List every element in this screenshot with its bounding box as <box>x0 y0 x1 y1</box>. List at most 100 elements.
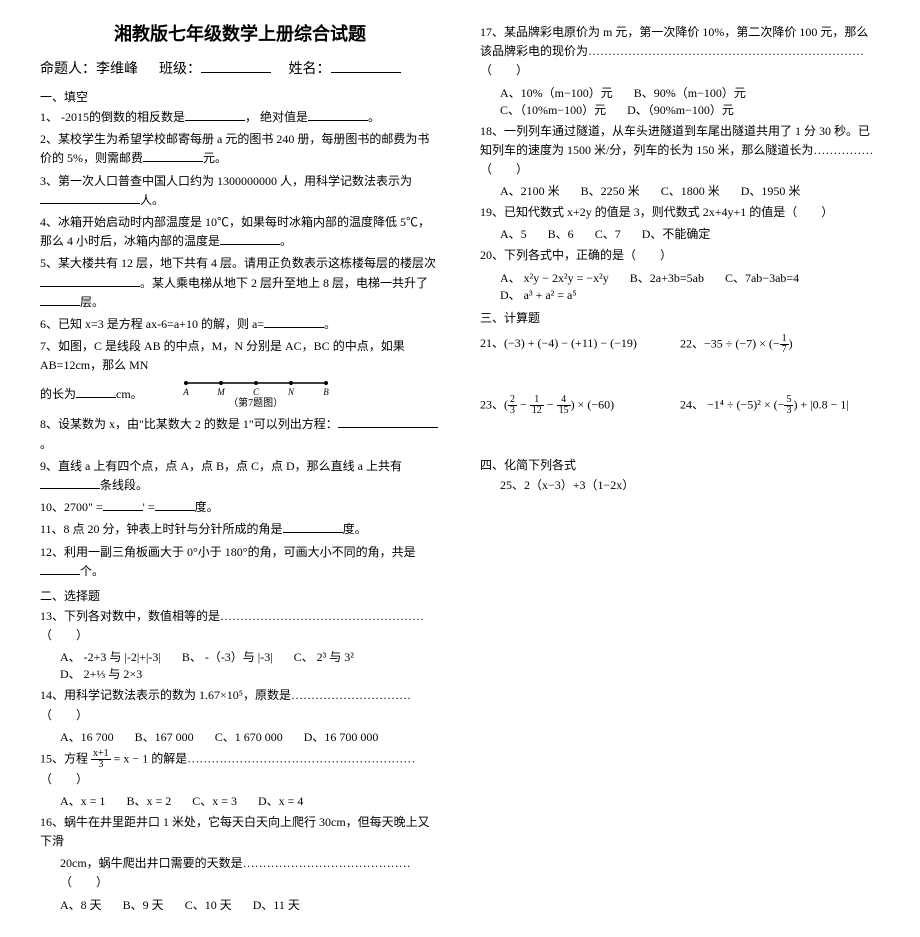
q16-opt-a: A、8 天 <box>60 896 102 913</box>
q11-text-a: 11、8 点 20 分，钟表上时针与分针所成的角是 <box>40 522 283 536</box>
q13-opt-c: C、 2³ 与 3² <box>294 648 354 665</box>
q2-text-b: 元。 <box>203 151 227 165</box>
q19-opt-d: D、不能确定 <box>642 225 711 242</box>
fig-label-c: C <box>253 387 260 396</box>
q19-opt-c: C、7 <box>595 225 621 242</box>
q20-opt-d: D、 a³ + a² = a⁵ <box>500 286 577 303</box>
q18-text: 18、一列列车通过隧道，从车头进隧道到车尾出隧道共用了 1 分 30 秒。已知列… <box>480 122 880 180</box>
q17-opt-c: C、（10%m−100）元 <box>500 101 606 118</box>
q15-opt-a: A、x = 1 <box>60 792 105 809</box>
name-blank <box>331 58 401 73</box>
q14-opt-b: B、167 000 <box>135 728 194 745</box>
q20-opt-b: B、2a+3b=5ab <box>630 269 704 286</box>
q7-figure: A M C N B （第7题图） <box>176 378 336 412</box>
q14-text: 14、用科学记数法表示的数为 1.67×10⁵，原数是…………………………（ ） <box>40 686 440 724</box>
q10-text-c: 度。 <box>195 500 219 514</box>
q21-text: 21、(−3) + (−4) − (+11) − (−19) <box>480 334 680 355</box>
q5-blank-2 <box>40 294 80 306</box>
exam-title: 湘教版七年级数学上册综合试题 <box>40 20 440 46</box>
q18-opt-a: A、2100 米 <box>500 182 560 199</box>
q17-text: 17、某品牌彩电原价为 m 元，第一次降价 10%，第二次降价 100 元，那么… <box>480 23 880 81</box>
q14-opt-d: D、16 700 000 <box>304 728 379 745</box>
q13-opt-d: D、 2+⅓ 与 2×3 <box>60 665 142 682</box>
section-2-heading: 二、选择题 <box>40 587 440 604</box>
q18-opt-c: C、1800 米 <box>661 182 720 199</box>
q16-opt-b: B、9 天 <box>123 896 164 913</box>
q1-text-a: 1、 -2015的倒数的相反数是 <box>40 110 185 124</box>
q18-opt-d: D、1950 米 <box>741 182 801 199</box>
q1-blank-1 <box>185 109 245 121</box>
q19-text: 19、已知代数式 x+2y 的值是 3，则代数式 2x+4y+1 的值是（ ） <box>480 203 880 222</box>
q17-opt-b: B、90%（m−100）元 <box>634 84 746 101</box>
q15-fraction: x+13 <box>91 749 111 770</box>
q13-text: 13、下列各对数中，数值相等的是……………………………………………（ ） <box>40 607 440 645</box>
q9-text-b: 条线段。 <box>100 478 148 492</box>
q10-blank-1 <box>103 499 143 511</box>
fig-label-a: A <box>182 387 189 396</box>
q3-text-a: 3、第一次人口普查中国人口约为 1300000000 人，用科学记数法表示为 <box>40 174 412 188</box>
q14-opt-c: C、1 670 000 <box>215 728 283 745</box>
q15-text-a: 15、方程 <box>40 751 91 765</box>
q22: 22、−35 ÷ (−7) × (−17) <box>680 334 880 355</box>
q2-text-a: 2、某校学生为希望学校邮寄每册 a 元的图书 240 册，每册图书的邮费为书价的… <box>40 132 429 165</box>
q6-text-a: 6、已知 x=3 是方程 ax-6=a+10 的解，则 a= <box>40 317 264 331</box>
q12-text-b: 个。 <box>80 564 104 578</box>
q8-blank <box>338 417 438 429</box>
q7-text-a: 7、如图，C 是线段 AB 的中点，M，N 分别是 AC，BC 的中点，如果 A… <box>40 339 405 372</box>
q1-text-c: 。 <box>368 110 380 124</box>
section-1-heading: 一、填空 <box>40 88 440 105</box>
q16-text-a: 16、蜗牛在井里距井口 1 米处，它每天白天向上爬行 30cm，但每天晚上又下滑 <box>40 813 440 851</box>
fig-label-n: N <box>287 387 295 396</box>
q13-opt-a: A、 -2+3 与 |-2|+|-3| <box>60 648 161 665</box>
q7-text-b: 的长为 <box>40 387 76 401</box>
q12-text-a: 12、利用一副三角板画大于 0°小于 180°的角，可画大小不同的角，共是 <box>40 545 416 559</box>
q11-text-b: 度。 <box>343 522 367 536</box>
q8-text-b: 。 <box>40 437 52 451</box>
fig-label-b: B <box>323 387 329 396</box>
q20-opt-a: A、 x²y − 2x²y = −x²y <box>500 269 609 286</box>
q14-opt-a: A、16 700 <box>60 728 114 745</box>
class-label: 班级： <box>159 62 201 77</box>
q10-text-b: ' = <box>143 500 155 514</box>
q10-blank-2 <box>155 499 195 511</box>
q17-opt-d: D、（90%m−100）元 <box>627 101 734 118</box>
q15-opt-c: C、x = 3 <box>192 792 237 809</box>
q4-text-b: 。 <box>280 234 292 248</box>
q20-opt-c: C、7ab−3ab=4 <box>725 269 799 286</box>
q11-blank <box>283 522 343 534</box>
q25-text: 25、2（x−3）+3（1−2x） <box>500 476 880 495</box>
section-4-heading: 四、化简下列各式 <box>480 456 880 473</box>
q3-text-b: 人。 <box>140 193 164 207</box>
q17-opt-a: A、10%（m−100）元 <box>500 84 613 101</box>
q10-text-a: 10、2700" = <box>40 500 103 514</box>
q6-blank <box>264 316 324 328</box>
q20-text: 20、下列各式中，正确的是（ ） <box>480 246 880 265</box>
q19-opt-b: B、6 <box>548 225 574 242</box>
q1-blank-2 <box>308 109 368 121</box>
class-blank <box>201 58 271 73</box>
q5-blank-1 <box>40 275 140 287</box>
q1-text-b: ， 绝对值是 <box>245 110 308 124</box>
q15-opt-b: B、x = 2 <box>126 792 171 809</box>
q16-opt-d: D、11 天 <box>253 896 300 913</box>
q19-opt-a: A、5 <box>500 225 527 242</box>
q4-blank <box>220 233 280 245</box>
fig-label-m: M <box>216 387 225 396</box>
q12-blank <box>40 563 80 575</box>
q2-blank <box>143 151 203 163</box>
q6-text-b: 。 <box>324 317 336 331</box>
q18-opt-b: B、2250 米 <box>581 182 640 199</box>
q7-blank <box>76 386 116 398</box>
q3-blank <box>40 192 140 204</box>
q5-text-b: 。某人乘电梯从地下 2 层升至地上 8 层，电梯一共升了 <box>140 276 428 290</box>
q16-opt-c: C、10 天 <box>185 896 232 913</box>
q24: 24、 −1⁴ ÷ (−5)² × (−53) + |0.8 − 1| <box>680 395 880 416</box>
q13-opt-b: B、 -（-3）与 |-3| <box>182 648 273 665</box>
q9-text-a: 9、直线 a 上有四个点，点 A，点 B，点 C，点 D，那么直线 a 上共有 <box>40 459 402 473</box>
q15-rhs: = x − 1 <box>114 751 149 765</box>
q15-opt-d: D、x = 4 <box>258 792 303 809</box>
q7-figure-caption: （第7题图） <box>176 396 336 412</box>
author-label: 命题人：李维峰 <box>40 62 138 77</box>
q23: 23、(23 − 112 − 415) × (−60) <box>480 395 680 416</box>
name-label: 姓名： <box>289 62 331 77</box>
